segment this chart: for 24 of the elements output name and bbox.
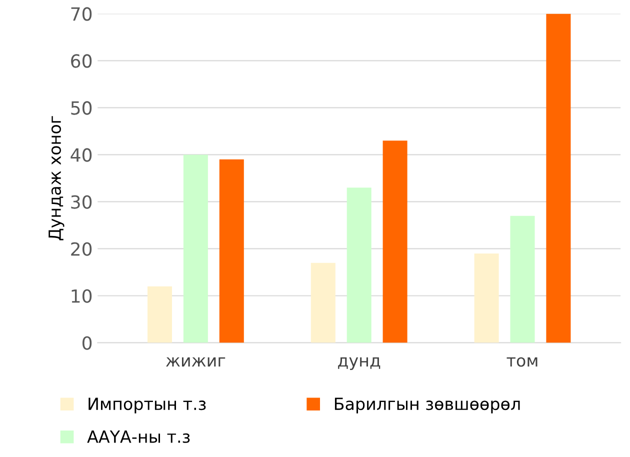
- bar: [546, 14, 571, 343]
- bar: [219, 159, 244, 343]
- bar: [310, 262, 336, 343]
- y-tick-label: 60: [71, 54, 92, 68]
- y-tick-label: 50: [71, 101, 92, 115]
- legend-label: Барилгын зөвшөөрөл: [334, 398, 520, 414]
- legend-label: Импортын т.з: [88, 398, 206, 414]
- x-tick-label: дунд: [338, 357, 380, 370]
- y-tick-label: 40: [70, 148, 92, 162]
- y-tick-label: 0: [82, 336, 92, 350]
- y-tick-label: 20: [71, 242, 92, 256]
- y-axis-title: Дундаж хоног: [48, 116, 64, 240]
- bar: [147, 286, 172, 343]
- y-tick-label: 10: [72, 289, 92, 303]
- bar: [474, 253, 499, 343]
- y-tick-label: 30: [71, 195, 92, 209]
- y-tick-label: 70: [71, 7, 92, 21]
- bar: [382, 140, 408, 343]
- x-tick-label: том: [506, 357, 538, 367]
- bar: [346, 188, 372, 343]
- legend-label: ААҮА-ны т.з: [87, 430, 190, 443]
- bar: [510, 216, 535, 343]
- bar: [183, 154, 208, 343]
- x-tick-label: жижиг: [166, 357, 226, 367]
